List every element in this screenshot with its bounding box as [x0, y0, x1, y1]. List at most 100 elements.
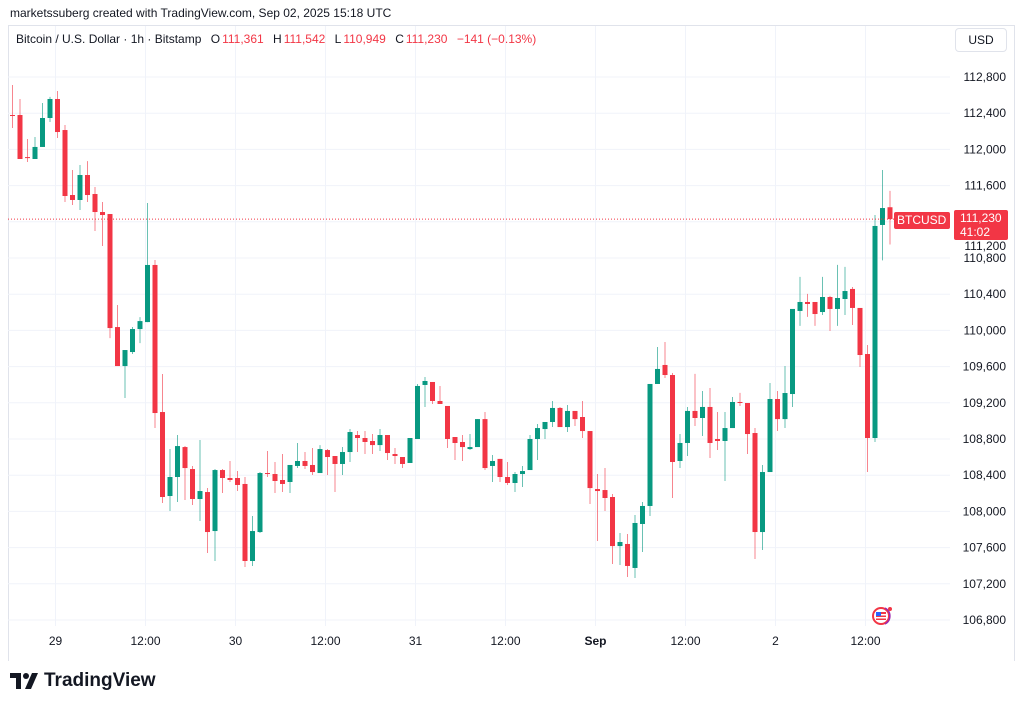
- candle-body: [647, 383, 653, 506]
- candle: [362, 431, 368, 455]
- candle-body: [197, 491, 203, 500]
- candle: [760, 464, 765, 551]
- candle-body: [797, 301, 803, 311]
- price-tick-label: 107,600: [963, 541, 1007, 555]
- high-label: H: [273, 32, 282, 46]
- candle-body: [782, 393, 788, 420]
- candle-body: [430, 381, 435, 401]
- candle-body: [527, 439, 533, 471]
- low-value: 110,949: [343, 32, 386, 46]
- tradingview-logo[interactable]: TradingView: [10, 670, 156, 692]
- candle: [587, 431, 593, 504]
- candle-body: [865, 354, 870, 439]
- candle-body: [820, 297, 825, 313]
- candle-body: [827, 297, 833, 309]
- candle: [197, 439, 203, 521]
- candle: [595, 474, 600, 541]
- candle: [385, 435, 390, 460]
- candle: [872, 215, 878, 442]
- candle: [205, 488, 210, 554]
- price-tick-label: 110,000: [964, 323, 1007, 337]
- candle: [347, 429, 353, 462]
- candle-body: [580, 417, 585, 432]
- close-value: 111,230: [405, 32, 448, 46]
- candle: [175, 435, 180, 502]
- time-tick-label: 12:00: [130, 634, 160, 648]
- candle: [865, 344, 870, 473]
- candle: [445, 405, 450, 449]
- candle-body: [572, 410, 578, 420]
- candle: [460, 435, 465, 461]
- candle: [227, 460, 233, 482]
- price-tick-label: 112,000: [964, 142, 1007, 156]
- candle: [115, 304, 120, 367]
- candle-body: [835, 298, 840, 309]
- candle: [820, 276, 825, 316]
- candle-body: [100, 212, 105, 216]
- candle-body: [550, 407, 555, 422]
- time-tick-label: 31: [409, 634, 423, 648]
- low-label: L: [334, 32, 342, 46]
- currency-button[interactable]: USD: [955, 28, 1007, 52]
- chart-frame: [8, 25, 1015, 661]
- time-tick-label: 30: [229, 634, 243, 648]
- candle: [475, 419, 480, 448]
- candle-body: [602, 490, 608, 499]
- candle-body: [872, 225, 878, 439]
- price-tick-label: 112,800: [964, 70, 1007, 84]
- candle: [812, 301, 818, 326]
- candle: [92, 187, 98, 231]
- candle-body: [70, 195, 75, 200]
- candle-body: [175, 446, 180, 478]
- candle-body: [40, 117, 45, 147]
- candle-body: [227, 478, 233, 480]
- candle-body: [655, 368, 660, 384]
- candle-body: [212, 470, 218, 532]
- candle: [100, 201, 105, 246]
- candle: [880, 170, 885, 261]
- candle-body: [535, 428, 540, 439]
- candle: [647, 383, 653, 517]
- candle-body: [137, 321, 143, 330]
- candle: [145, 202, 150, 323]
- candle-body: [32, 146, 38, 159]
- price-tick-label: 111,200: [964, 239, 1006, 253]
- candle: [692, 373, 698, 427]
- candle: [332, 456, 338, 493]
- candle: [887, 190, 893, 245]
- candle: [310, 448, 315, 476]
- candle: [467, 434, 473, 451]
- candle: [407, 438, 413, 463]
- symbol-title[interactable]: Bitcoin / U.S. Dollar · 1h · Bitstamp: [16, 32, 202, 46]
- candle-body: [25, 157, 30, 159]
- candle: [242, 477, 248, 567]
- candle-body: [295, 460, 300, 466]
- candle-body: [325, 450, 330, 458]
- candle-body: [47, 98, 53, 118]
- candle: [730, 397, 735, 429]
- candle-body: [152, 264, 158, 414]
- chart-credit: marketssuberg created with TradingView.c…: [10, 6, 392, 20]
- candle-body: [692, 410, 698, 419]
- open-value: 111,361: [222, 32, 264, 46]
- candle: [77, 165, 83, 210]
- candle-body: [490, 460, 495, 466]
- price-tick-label: 111,600: [964, 179, 1006, 193]
- candle-body: [482, 419, 488, 469]
- candle: [452, 437, 458, 460]
- candle-body: [662, 364, 668, 376]
- candle: [662, 341, 668, 379]
- candle: [482, 412, 488, 471]
- candle: [497, 458, 503, 482]
- candle: [490, 455, 495, 482]
- candle: [17, 98, 23, 159]
- candle-body: [160, 412, 165, 498]
- candle: [422, 377, 428, 407]
- candle: [752, 428, 758, 560]
- candle: [715, 412, 720, 451]
- candle: [640, 501, 645, 552]
- time-tick-label: 29: [49, 634, 63, 648]
- candle-body: [85, 175, 90, 196]
